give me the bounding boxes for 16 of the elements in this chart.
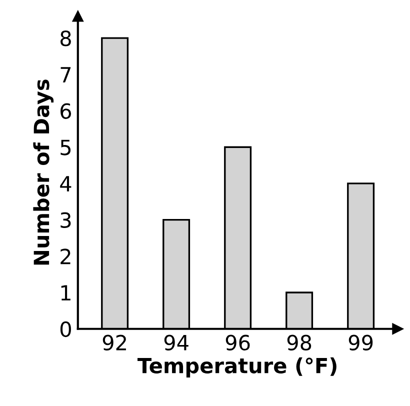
y-axis-title: Number of Days <box>33 80 54 265</box>
x-tick-label: 92 <box>102 334 126 351</box>
y-tick-label: 7 <box>60 67 71 82</box>
y-tick-label: 4 <box>60 176 72 192</box>
y-tick-label: 3 <box>60 212 71 228</box>
x-tick-label: 96 <box>226 334 250 351</box>
y-tick-label: 5 <box>60 140 71 156</box>
y-tick-label: 8 <box>60 30 71 46</box>
y-tick-label: 1 <box>61 285 70 300</box>
x-axis-title: Temperature (°F) <box>138 357 336 378</box>
x-tick-label: 99 <box>348 334 373 351</box>
y-tick-label: 6 <box>60 103 72 119</box>
y-tick-label: 2 <box>60 248 70 264</box>
x-tick-label: 94 <box>164 334 188 351</box>
y-tick-label: 0 <box>60 321 71 338</box>
x-tick-label: 98 <box>287 334 312 351</box>
